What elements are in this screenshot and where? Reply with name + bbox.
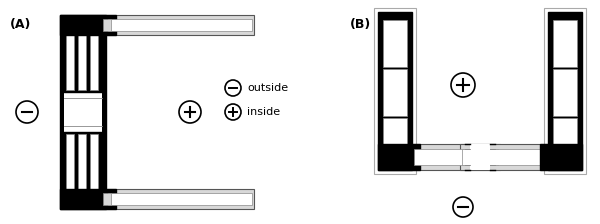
Bar — [374, 8, 416, 174]
Bar — [383, 69, 407, 116]
Bar — [544, 8, 586, 174]
Bar — [78, 134, 86, 203]
Bar — [462, 149, 546, 165]
Bar — [64, 92, 102, 132]
Bar — [383, 118, 407, 165]
Bar — [540, 144, 582, 170]
Bar — [378, 144, 420, 170]
Bar — [108, 193, 252, 205]
Text: outside: outside — [247, 83, 288, 93]
Bar — [412, 144, 500, 170]
Bar — [60, 189, 116, 209]
Bar — [553, 20, 577, 67]
Bar — [414, 149, 498, 165]
Bar — [103, 193, 111, 205]
Bar — [106, 189, 254, 209]
Bar — [60, 15, 106, 209]
Bar — [106, 15, 254, 35]
Text: inside: inside — [247, 107, 280, 117]
Bar — [66, 134, 74, 203]
Bar — [103, 19, 111, 31]
Bar — [460, 144, 548, 170]
Bar — [78, 21, 86, 90]
Bar — [90, 134, 98, 203]
Bar — [66, 21, 74, 90]
Text: (B): (B) — [350, 18, 371, 31]
Bar — [60, 15, 116, 35]
Bar — [553, 69, 577, 116]
Bar — [378, 12, 412, 170]
Text: (A): (A) — [10, 18, 31, 31]
Bar — [90, 21, 98, 90]
Bar — [383, 20, 407, 67]
Bar — [553, 118, 577, 165]
Bar — [108, 19, 252, 31]
Bar — [548, 12, 582, 170]
Bar — [470, 144, 490, 170]
